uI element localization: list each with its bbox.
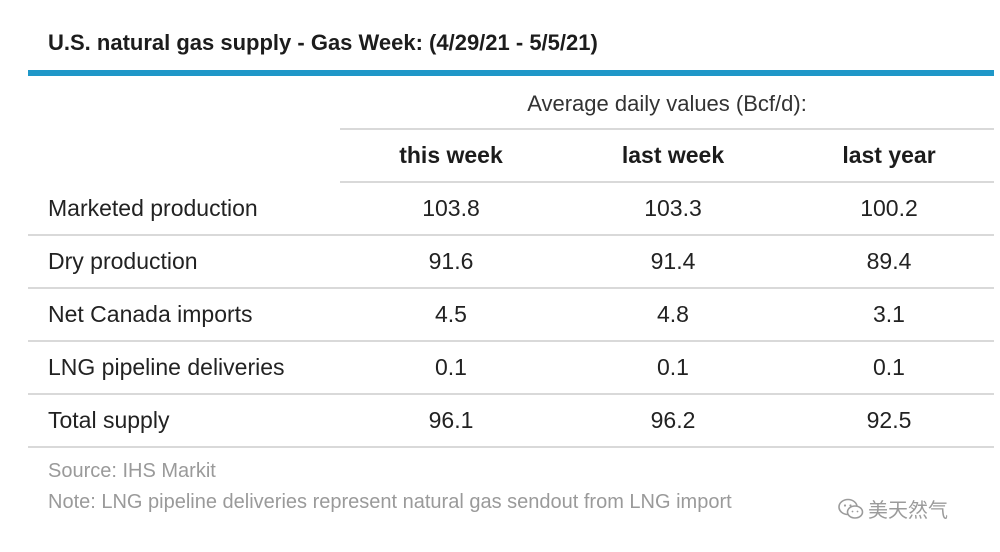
cell-last-week: 4.8 (562, 288, 784, 342)
supply-table: this week last week last year Marketed p… (28, 130, 994, 448)
row-label: LNG pipeline deliveries (28, 341, 340, 395)
row-label: Dry production (28, 235, 340, 289)
table-group-header: Average daily values (Bcf/d): (340, 86, 994, 130)
column-header-this-week: this week (340, 130, 562, 183)
table-row: Marketed production 103.8 103.3 100.2 (28, 182, 994, 236)
row-label: Net Canada imports (28, 288, 340, 342)
row-label-header (28, 130, 340, 183)
source-note: Source: IHS Markit (48, 460, 216, 482)
table-header-row: this week last week last year (28, 130, 994, 183)
cell-last-year: 89.4 (784, 235, 994, 289)
column-header-last-week: last week (562, 130, 784, 183)
cell-this-week: 0.1 (340, 341, 562, 395)
cell-this-week: 96.1 (340, 394, 562, 448)
footnote: Note: LNG pipeline deliveries represent … (48, 491, 732, 513)
table-row: Total supply 96.1 96.2 92.5 (28, 394, 994, 448)
watermark-text: 美天然气 (868, 500, 948, 522)
cell-last-week: 96.2 (562, 394, 784, 448)
column-header-last-year: last year (784, 130, 994, 183)
cell-this-week: 103.8 (340, 182, 562, 236)
table-row: LNG pipeline deliveries 0.1 0.1 0.1 (28, 341, 994, 395)
cell-last-year: 3.1 (784, 288, 994, 342)
cell-this-week: 4.5 (340, 288, 562, 342)
cell-last-year: 92.5 (784, 394, 994, 448)
watermark: 美天然气 (838, 494, 948, 523)
cell-last-week: 91.4 (562, 235, 784, 289)
table-row: Dry production 91.6 91.4 89.4 (28, 235, 994, 289)
cell-this-week: 91.6 (340, 235, 562, 289)
row-label: Marketed production (28, 182, 340, 236)
cell-last-year: 0.1 (784, 341, 994, 395)
wechat-icon (838, 498, 864, 519)
row-label: Total supply (28, 394, 340, 448)
page-title: U.S. natural gas supply - Gas Week: (4/2… (48, 30, 598, 55)
cell-last-week: 0.1 (562, 341, 784, 395)
cell-last-week: 103.3 (562, 182, 784, 236)
table-row: Net Canada imports 4.5 4.8 3.1 (28, 288, 994, 342)
cell-last-year: 100.2 (784, 182, 994, 236)
title-accent-rule (28, 70, 994, 76)
